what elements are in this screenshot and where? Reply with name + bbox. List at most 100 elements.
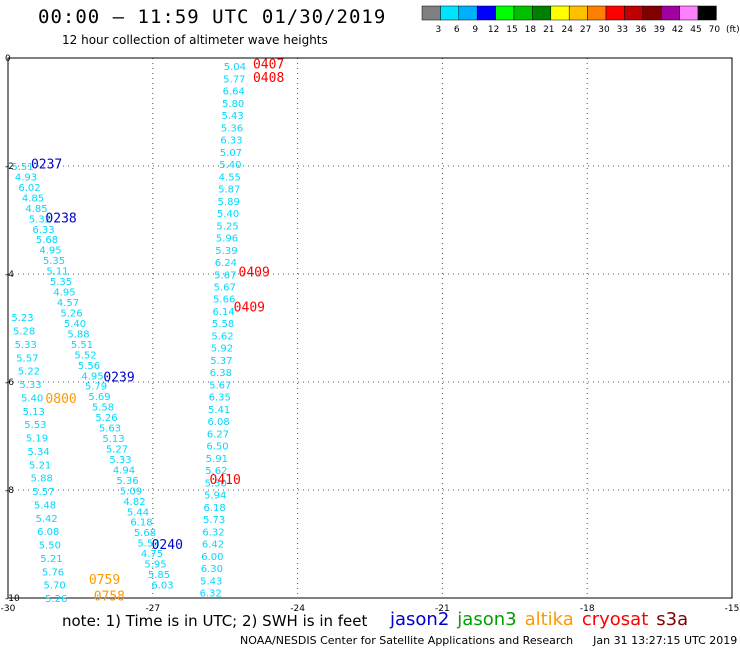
colorbar-label: 45: [690, 25, 701, 35]
wave-height-value: 6.02: [18, 183, 40, 194]
colorbar-label: 36: [635, 25, 647, 35]
colorbar-swatch: [532, 5, 552, 21]
wave-height-value: 5.36: [221, 123, 243, 134]
wave-height-value: 5.51: [11, 162, 33, 173]
wave-height-value: 5.63: [99, 424, 121, 435]
colorbar-swatch: [624, 5, 644, 21]
colorbar-label: 39: [653, 25, 665, 35]
wave-height-value: 4.55: [219, 172, 241, 183]
units-note: note: 1) Time is in UTC; 2) SWH is in fe…: [62, 612, 368, 630]
colorbar-label: 24: [561, 25, 573, 35]
wave-height-value: 5.67: [214, 270, 236, 281]
wave-height-value: 5.91: [206, 454, 228, 465]
wave-height-value: 4.95: [53, 288, 75, 299]
wave-height-value: 5.62: [205, 466, 227, 477]
wave-height-value: 5.77: [223, 74, 245, 85]
wave-height-value: 5.76: [42, 567, 64, 578]
pass-label: 0238: [45, 211, 76, 226]
wave-height-value: 6.24: [215, 258, 237, 269]
y-tick-label: -4: [5, 270, 14, 280]
wave-height-value: 5.73: [203, 515, 225, 526]
credit-line: NOAA/NESDIS Center for Satellite Applica…: [240, 634, 737, 647]
pass-label: 0758: [94, 589, 125, 604]
wave-height-value: 5.32: [29, 214, 51, 225]
wave-height-value: 5.67: [214, 282, 236, 293]
wave-height-value: 5.62: [211, 331, 233, 342]
wave-height-value: 6.00: [201, 552, 223, 563]
y-tick-label: -6: [5, 378, 14, 388]
chart-title: 00:00 — 11:59 UTC 01/30/2019: [38, 6, 387, 28]
colorbar-label: 6: [454, 25, 460, 35]
y-tick-label: 0: [5, 54, 11, 64]
pass-label: 0407: [253, 57, 284, 72]
colorbar-swatch: [513, 5, 533, 21]
wave-height-value: 5.13: [23, 407, 45, 418]
wave-height-value: 6.38: [210, 368, 232, 379]
wave-height-value: 4.57: [57, 298, 79, 309]
pass-label: 0759: [89, 573, 120, 588]
colorbar-swatch: [440, 5, 460, 21]
wave-height-value: 5.41: [208, 405, 230, 416]
colorbar-swatch: [568, 5, 588, 21]
wave-height-value: 5.35: [43, 256, 65, 267]
colorbar-swatch: [550, 5, 570, 21]
wave-height-value: 5.33: [109, 455, 131, 466]
wave-height-value: 5.94: [204, 491, 226, 502]
wave-height-value: 5.58: [212, 319, 234, 330]
wave-height-value: 5.27: [106, 444, 128, 455]
chart-grid: [7, 57, 733, 599]
wave-height-value: 5.79: [85, 382, 107, 393]
wave-height-value: 5.21: [29, 460, 51, 471]
colorbar-label: 33: [617, 25, 628, 35]
wave-height-value: 4.82: [123, 497, 145, 508]
wave-height-value: 5.37: [210, 356, 232, 367]
wave-height-value: 5.68: [36, 235, 58, 246]
wave-height-value: 5.51: [71, 340, 93, 351]
wave-height-value: 5.40: [217, 209, 239, 220]
wave-height-value: 5.26: [95, 413, 117, 424]
wave-height-value: 4.95: [39, 246, 61, 257]
colorbar-swatch: [421, 5, 441, 21]
colorbar-label: 18: [525, 25, 537, 35]
colorbar-legend: 3 6 9 12 15 18 21 24 27 30 33 36 39 42 45 70 (ft): [421, 5, 740, 35]
wave-height-value: 6.03: [151, 581, 173, 592]
wave-height-value: 6.18: [204, 503, 226, 514]
wave-height-value: 6.14: [212, 307, 234, 318]
wave-height-value: 5.50: [205, 478, 227, 489]
wave-height-value: 5.53: [24, 420, 46, 431]
wave-height-value: 5.21: [40, 554, 62, 565]
x-tick-label: -30: [1, 604, 16, 614]
colorbar-label: 3: [436, 25, 442, 35]
wave-height-value: 5.66: [213, 295, 235, 306]
satellite-legend: jason2 jason3 altika cryosat s3a: [390, 609, 696, 630]
wave-height-value: 5.80: [222, 99, 244, 110]
wave-height-value: 5.42: [35, 514, 57, 525]
wave-height-value: 6.64: [223, 87, 245, 98]
wave-height-value: 6.33: [220, 136, 242, 147]
colorbar-label: 9: [472, 25, 478, 35]
wave-height-value: 5.68: [134, 528, 156, 539]
wave-height-value: 5.48: [34, 500, 56, 511]
wave-height-value: 5.09: [120, 486, 142, 497]
x-tick-label: -24: [290, 604, 305, 614]
wave-height-value: 5.25: [216, 221, 238, 232]
colorbar-swatch: [495, 5, 515, 21]
wave-height-values: 5.045.776.645.805.435.366.335.075.404.55…: [11, 62, 246, 605]
y-tick-label: -2: [5, 162, 14, 172]
x-tick-label: -21: [435, 604, 450, 614]
wave-height-value: 5.67: [209, 380, 231, 391]
wave-height-value: 4.95: [81, 371, 103, 382]
pass-label: 0409: [234, 300, 265, 315]
wave-height-value: 5.96: [216, 234, 238, 245]
colorbar-label: 12: [488, 25, 499, 35]
timestamp: Jan 31 13:27:15 UTC 2019: [593, 634, 738, 647]
pass-label: 0800: [45, 392, 76, 407]
wave-height-value: 5.58: [92, 403, 114, 414]
colorbar-swatch: [476, 5, 496, 21]
wave-height-value: 5.13: [102, 434, 124, 445]
wave-height-value: 5.56: [78, 361, 100, 372]
wave-height-value: 5.52: [74, 350, 96, 361]
x-tick-label: -15: [725, 604, 740, 614]
